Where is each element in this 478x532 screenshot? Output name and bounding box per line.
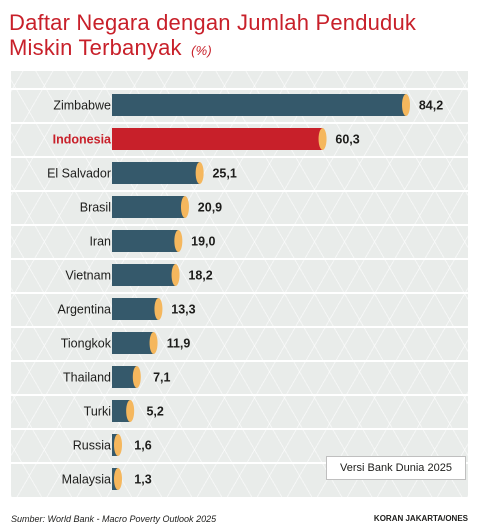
value-label: 84,2 <box>419 99 443 113</box>
bar-cap <box>126 400 135 422</box>
bar-cap <box>402 94 410 116</box>
category-label: Indonesia <box>53 133 112 147</box>
row-separator <box>11 326 468 328</box>
bar-tiongkok <box>112 332 154 354</box>
category-label: Brasil <box>80 201 111 215</box>
row-separator <box>11 462 468 464</box>
bar-cap <box>195 162 204 184</box>
bar-iran <box>112 230 179 252</box>
bar-cap <box>174 230 183 252</box>
category-label: Malaysia <box>62 473 111 487</box>
category-label: Thailand <box>63 371 111 385</box>
chart-title-unit: (%) <box>191 43 212 58</box>
value-label: 5,2 <box>146 405 163 419</box>
bar-cap <box>114 434 122 456</box>
category-label: Iran <box>89 235 111 249</box>
row-separator <box>11 428 468 430</box>
bar-cap <box>318 128 327 150</box>
value-label: 1,6 <box>134 439 151 453</box>
bar-el-salvador <box>112 162 200 184</box>
bar-cap <box>149 332 158 354</box>
bar-brasil <box>112 196 185 218</box>
bar-thailand <box>112 366 137 388</box>
bar-indonesia <box>112 128 323 150</box>
chart-panel: Zimbabwe 84,2 Indonesia 60,3 El Salvador 25,1… <box>11 71 468 497</box>
category-label: Tiongkok <box>61 337 112 351</box>
value-label: 11,9 <box>167 337 191 351</box>
bar-cap <box>114 468 122 490</box>
version-note: Versi Bank Dunia 2025 <box>326 456 466 480</box>
category-label: Turki <box>84 405 111 419</box>
bar-chart: Zimbabwe 84,2 Indonesia 60,3 El Salvador 25,1… <box>11 88 468 490</box>
source-text: Sumber: World Bank - Macro Poverty Outlo… <box>11 514 217 524</box>
chart-title-text: Daftar Negara dengan Jumlah Penduduk Mis… <box>9 10 417 60</box>
row-separator <box>11 360 468 362</box>
bar-argentina <box>112 298 159 320</box>
row-separator <box>11 122 468 124</box>
bar-turki <box>112 400 131 422</box>
bar-cap <box>132 366 141 388</box>
row-separator <box>11 190 468 192</box>
bar-vietnam <box>112 264 176 286</box>
row-separator <box>11 224 468 226</box>
bar-cap <box>171 264 180 286</box>
row-separator <box>11 394 468 396</box>
bar-cap <box>180 196 189 218</box>
category-label: Zimbabwe <box>53 99 111 113</box>
category-label: Vietnam <box>65 269 111 283</box>
bar-cap <box>154 298 163 320</box>
category-label: Argentina <box>57 303 111 317</box>
row-separator <box>11 156 468 158</box>
row-separator <box>11 88 468 90</box>
value-label: 20,9 <box>198 201 222 215</box>
category-label: Russia <box>73 439 111 453</box>
row-separator <box>11 292 468 294</box>
value-label: 25,1 <box>212 167 236 181</box>
value-label: 60,3 <box>335 133 359 147</box>
chart-title: Daftar Negara dengan Jumlah Penduduk Mis… <box>9 10 469 63</box>
value-label: 7,1 <box>153 371 170 385</box>
value-label: 19,0 <box>191 235 215 249</box>
row-separator <box>11 258 468 260</box>
value-label: 1,3 <box>134 473 151 487</box>
bar-zimbabwe <box>112 94 406 116</box>
value-label: 13,3 <box>171 303 195 317</box>
category-label: El Salvador <box>47 167 111 181</box>
value-label: 18,2 <box>188 269 212 283</box>
credit-text: KORAN JAKARTA/ONES <box>373 514 468 523</box>
